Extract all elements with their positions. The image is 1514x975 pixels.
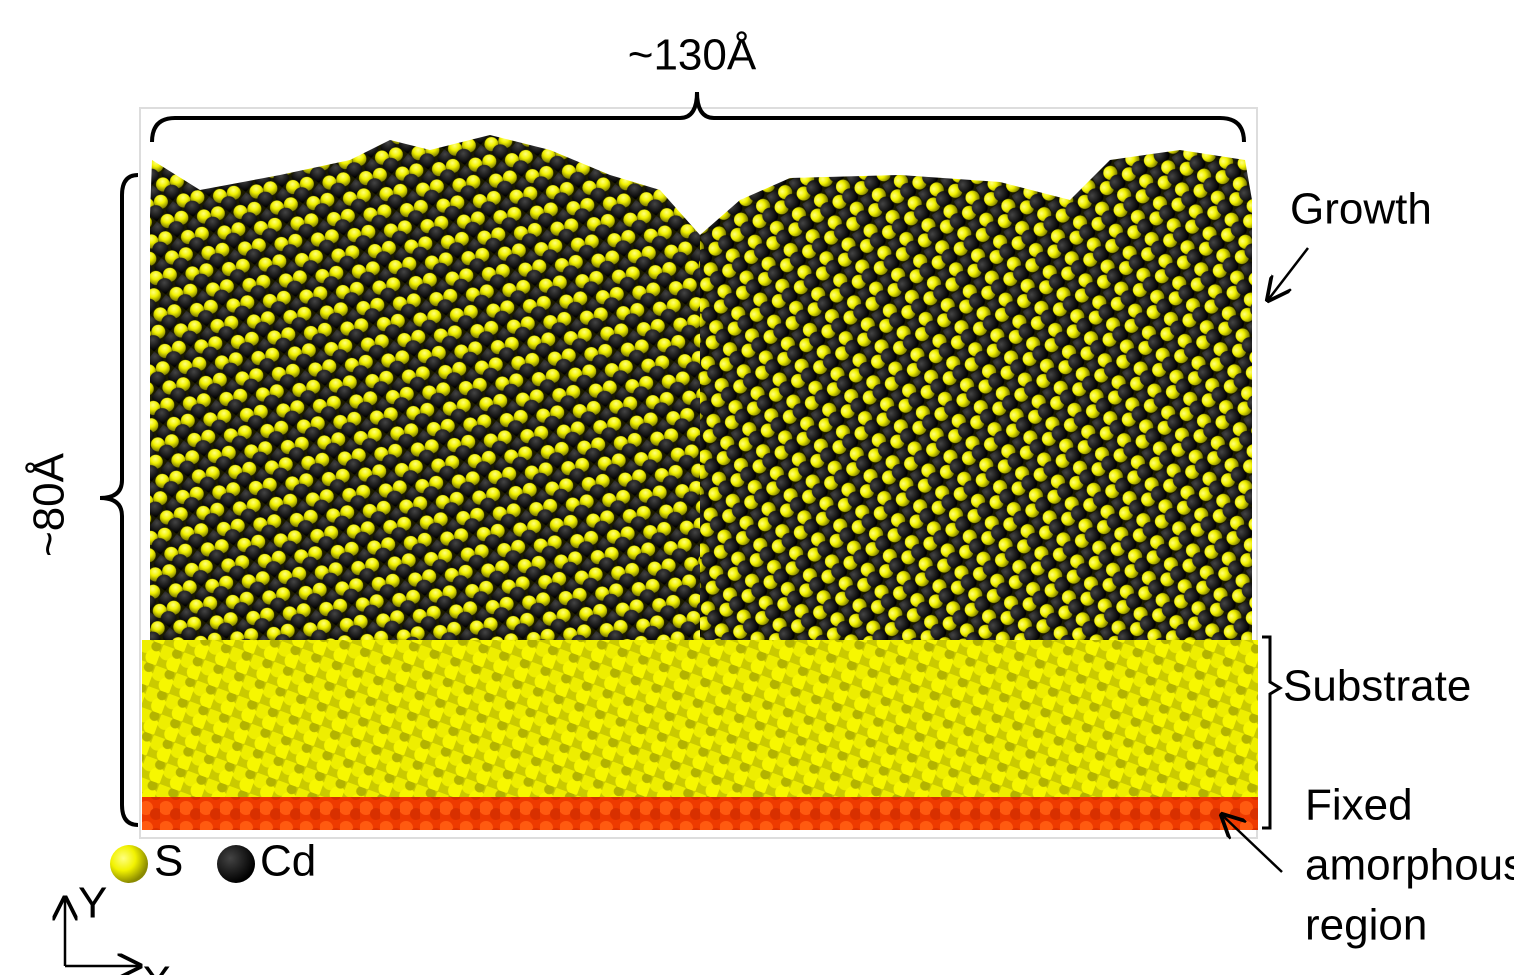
- fixed-label-line: amorphous: [1305, 841, 1514, 890]
- fixed-region: [142, 797, 1258, 830]
- growth-grain-left: [150, 135, 710, 640]
- legend-label: Cd: [260, 837, 316, 886]
- height-label: ~80Å: [25, 452, 74, 557]
- height-brace: [99, 173, 139, 827]
- fixed-label-line: Fixed: [1305, 781, 1413, 830]
- width-brace: [150, 91, 1246, 143]
- fixed-label-line: region: [1305, 901, 1427, 950]
- width-label: ~130Å: [628, 31, 757, 80]
- fixed-arrow: [1222, 815, 1283, 873]
- y-axis-label: Y: [78, 879, 107, 928]
- legend-label: S: [154, 837, 183, 886]
- legend-swatch-s: [110, 845, 148, 883]
- substrate-label: Substrate: [1283, 662, 1471, 711]
- substrate-overlay: [142, 640, 1258, 797]
- substrate-brace: [1262, 635, 1283, 830]
- growth-grain-right: [700, 150, 1252, 640]
- substrate-region: [142, 640, 1258, 797]
- x-axis-label: X: [142, 958, 171, 975]
- growth-label: Growth: [1290, 185, 1432, 234]
- legend-swatch-cd: [217, 845, 255, 883]
- growth-arrow: [1268, 247, 1309, 300]
